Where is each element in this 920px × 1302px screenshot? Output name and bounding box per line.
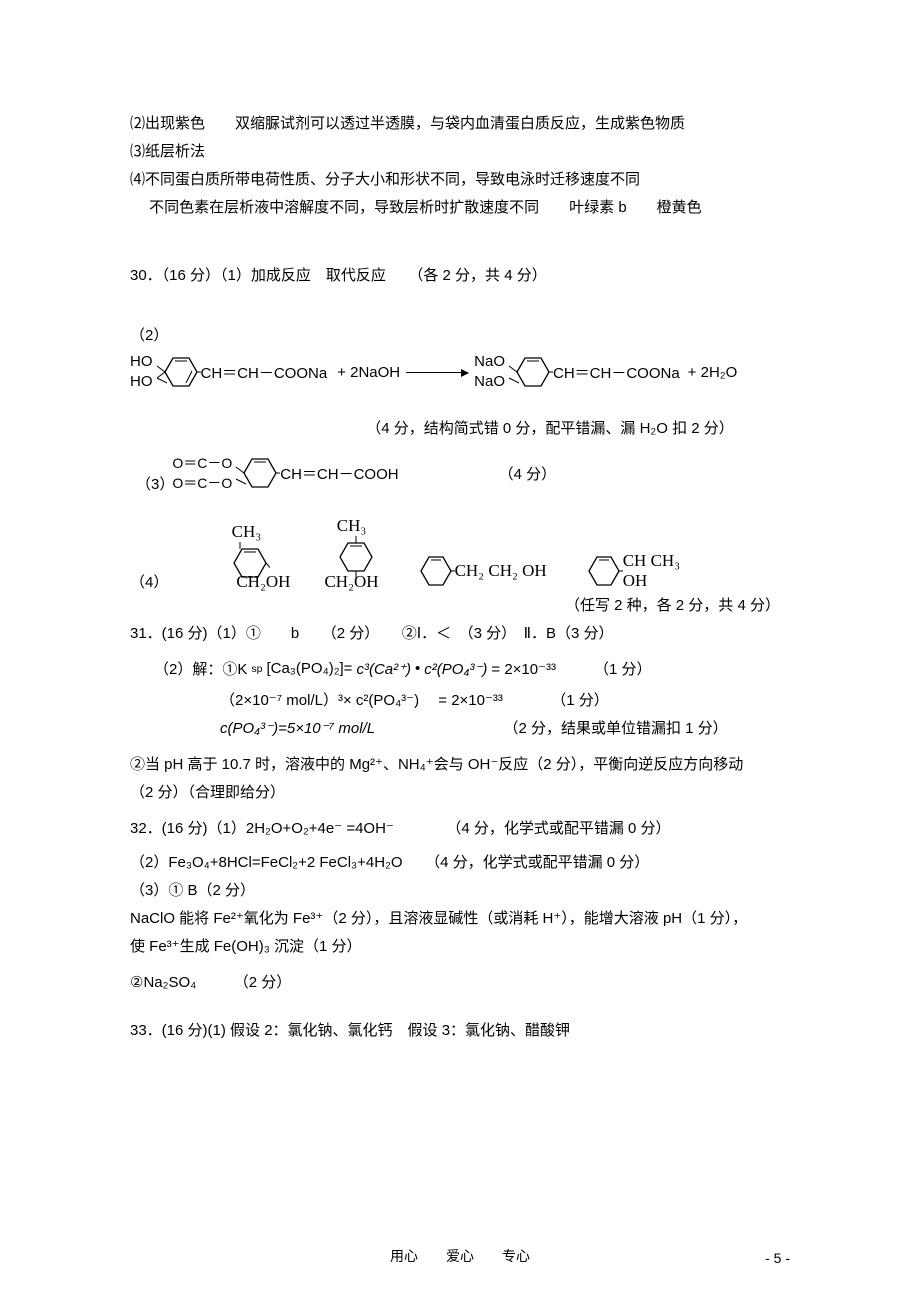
reactant-right: CH＝CH－COONa <box>201 362 328 383</box>
q30-part2-label: （2） <box>130 324 790 345</box>
page-number: - 5 - <box>765 1250 790 1266</box>
plus-h2o: + 2H₂O <box>688 364 738 381</box>
q30-part3: （3） O＝C－O O＝C－O CH＝CH－COOH （4 分） <box>130 452 790 494</box>
q32-part2: （2）Fe₃O₄+8HCl=FeCl₂+2 FeCl₃+4H₂O （4 分，化学… <box>130 849 790 877</box>
q31-dot: • <box>415 660 420 677</box>
q32-part3b: NaClO 能将 Fe²⁺氧化为 Fe³⁺（2 分），且溶液显碱性（或消耗 H⁺… <box>130 905 790 933</box>
q30-part3-top: O＝C－O <box>172 453 232 473</box>
q30-part4-score: （任写 2 种，各 2 分，共 4 分） <box>130 592 790 620</box>
q30-part4-row: （4） CH₃ CH₂OH CH₃ CH₂OH <box>130 516 790 592</box>
q32-part3a: （3）① B（2 分） <box>130 877 790 905</box>
q30-part4-label: （4） <box>130 571 168 592</box>
q30-s3: CH₂ CH₂ OH <box>455 561 547 581</box>
q31-header: 31．(16 分)（1）① b （2 分） ②Ⅰ．＜ （3 分） Ⅱ．B（3 分… <box>130 620 790 648</box>
q30-s2-top: CH₃ <box>337 516 367 536</box>
q30-part3-score: （4 分） <box>499 463 557 484</box>
q31-line2: （2×10⁻⁷ mol/L）³× c²(PO₄³⁻) = 2×10⁻³³ <box>220 692 503 709</box>
reactant-ho-top: HO <box>130 352 153 372</box>
q30-part3-right: CH＝CH－COOH <box>280 463 398 484</box>
plus-naoh: + 2NaOH <box>337 364 400 381</box>
q30-s1-bot: CH₂OH <box>236 572 290 592</box>
q31-s1: （1 分） <box>594 658 652 679</box>
intro-line-3: ⑷不同蛋白质所带电荷性质、分子大小和形状不同，导致电泳时迁移速度不同 <box>130 166 790 194</box>
reaction-arrow-icon <box>406 372 468 373</box>
intro-line-1: ⑵出现紫色 双缩脲试剂可以透过半透膜，与袋内血清蛋白质反应，生成紫色物质 <box>130 110 790 138</box>
q30-s4-top: CH CH₃ <box>623 551 680 571</box>
q31-s2: （1 分） <box>551 692 609 709</box>
q31-eq: = 2×10⁻³³ <box>491 660 556 678</box>
q33-header: 33．(16 分)(1) 假设 2：氯化钠、氯化钙 假设 3：氯化钠、醋酸钾 <box>130 1017 790 1045</box>
intro-line-4: 不同色素在层析液中溶解度不同，导致层析时扩散速度不同 叶绿素 b 橙黄色 <box>130 194 790 222</box>
benzene-icon <box>153 351 201 393</box>
q31-ksp-mid: [Ca₃(PO₄)₂]= <box>266 660 352 677</box>
q31-part2-2a: ②当 pH 高于 10.7 时，溶液中的 Mg²⁺、NH₄⁺会与 OH⁻反应（2… <box>130 751 790 779</box>
product-right: CH＝CH－COONa <box>553 362 680 383</box>
benzene-icon <box>232 452 280 494</box>
q31-line3: c(PO₄³⁻)=5×10⁻⁷ mol/L <box>220 720 375 737</box>
q32-part3c: 使 Fe³⁺生成 Fe(OH)₃ 沉淀（1 分） <box>130 933 790 961</box>
q30-s2-bot: CH₂OH <box>324 572 378 592</box>
intro-line-2: ⑶纸层析法 <box>130 138 790 166</box>
q30-part2-reaction: HO HO CH＝CH－COONa + 2NaOH NaO NaO <box>130 351 790 393</box>
product-nao-top: NaO <box>474 352 505 372</box>
product-nao-bot: NaO <box>474 372 505 392</box>
q31-ksp-prefix: （2）解：①K <box>154 658 247 679</box>
benzene-icon <box>413 550 455 592</box>
benzene-icon <box>581 550 623 592</box>
q30-header: 30．（16 分）（1）加成反应 取代反应 （各 2 分，共 4 分） <box>130 262 790 290</box>
q30-s1-top: CH₃ <box>232 522 262 542</box>
q31-ksp-sub: sp <box>251 663 262 675</box>
q30-part3-bot: O＝C－O <box>172 473 232 493</box>
q31-ksp: （2）解：①K sp [Ca₃(PO₄)₂]= c³(Ca²⁺) • c²(PO₄³… <box>154 658 790 679</box>
q32-part3d: ②Na₂SO₄ （2 分） <box>130 969 790 997</box>
q31-c3: c³(Ca²⁺) <box>356 660 411 678</box>
q31-part2-2b: （2 分）（合理即给分） <box>130 779 790 807</box>
q30-part3-label: （3） <box>136 473 174 494</box>
benzene-icon <box>505 351 553 393</box>
q31-c2: c²(PO₄³⁻) <box>424 660 487 678</box>
q32-header: 32．(16 分)（1）2H₂O+O₂+4e⁻ =4OH⁻ （4 分，化学式或配… <box>130 815 790 843</box>
q30-s4-bot: OH <box>623 571 680 591</box>
reactant-ho-bot: HO <box>130 372 153 392</box>
q30-part2-score: （4 分，结构简式错 0 分，配平错漏、漏 H₂O 扣 2 分） <box>130 417 790 438</box>
q31-s3: （2 分，结果或单位错漏扣 1 分） <box>503 720 727 737</box>
